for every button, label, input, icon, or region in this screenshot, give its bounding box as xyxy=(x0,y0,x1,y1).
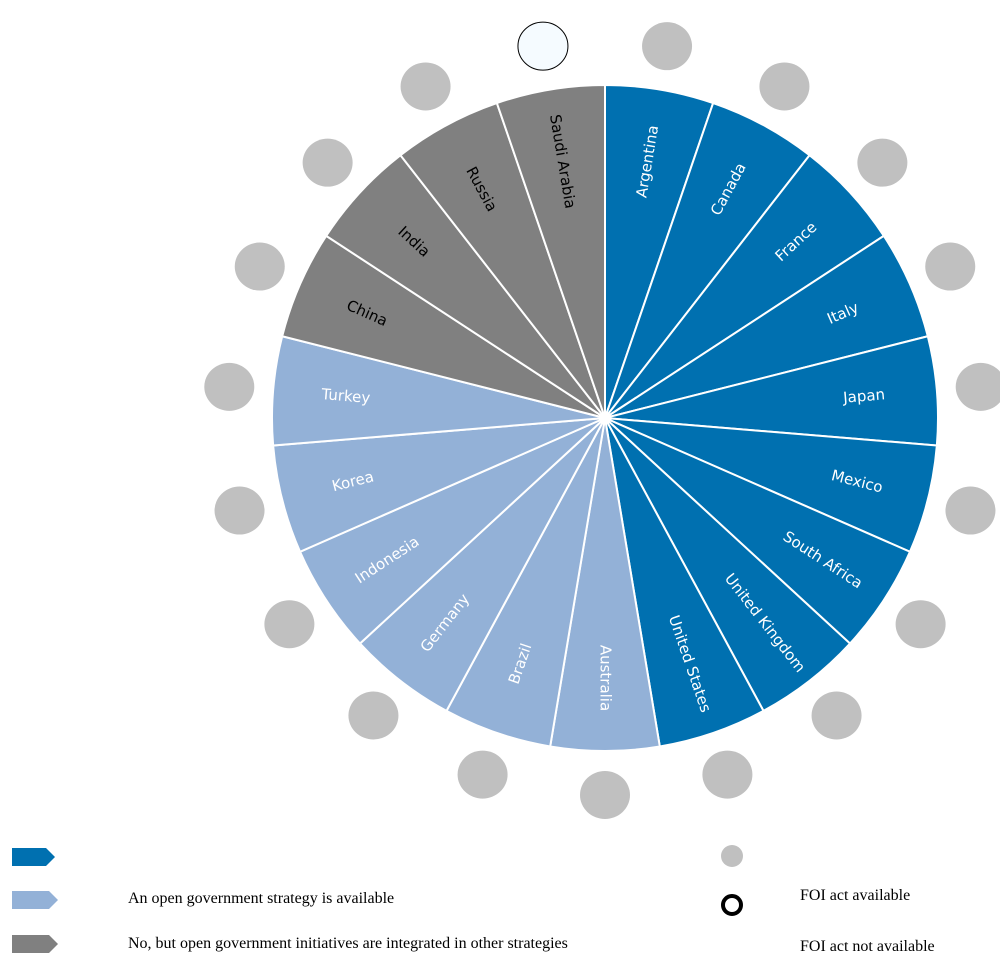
foi-marker-united-kingdom xyxy=(811,691,862,740)
legend-label-available: An open government strategy is available xyxy=(128,890,395,907)
foi-marker-mexico xyxy=(945,486,996,535)
foi-marker-korea xyxy=(214,486,265,535)
legend-swatch-integrated xyxy=(12,935,58,953)
foi-marker-france xyxy=(857,138,908,187)
pie-slices xyxy=(271,83,939,753)
foi-marker-south-africa xyxy=(895,600,946,649)
legend xyxy=(12,845,743,953)
foi-marker-australia xyxy=(580,771,630,819)
slice-label-australia: Australia xyxy=(597,645,615,711)
foi-marker-china xyxy=(234,242,285,291)
foi-marker-india xyxy=(302,138,353,187)
foi-marker-russia xyxy=(400,62,451,111)
foi-marker-germany xyxy=(348,691,399,740)
foi-marker-italy xyxy=(925,242,976,291)
foi-markers xyxy=(204,21,1000,819)
legend-label-integrated: No, but open government initiatives are … xyxy=(128,935,568,952)
legend-label-foi-not-available: FOI act not available xyxy=(800,938,935,955)
slice-label-turkey: Turkey xyxy=(320,385,371,407)
foi-not-available-marker xyxy=(721,894,743,916)
foi-marker-canada xyxy=(759,62,810,111)
slice-label-japan: Japan xyxy=(841,385,885,406)
foi-marker-indonesia xyxy=(264,600,315,649)
legend-label-foi-available: FOI act available xyxy=(800,887,911,904)
foi-available-marker xyxy=(721,845,743,867)
pie-slice-saudi-arabia xyxy=(495,83,606,419)
foi-marker-argentina xyxy=(642,22,693,71)
foi-marker-saudi-arabia xyxy=(517,21,569,71)
legend-swatch-strategy xyxy=(12,848,55,866)
foi-marker-turkey xyxy=(204,362,255,411)
foi-marker-japan xyxy=(955,362,1000,411)
foi-marker-united-states xyxy=(702,750,753,799)
foi-marker-brazil xyxy=(457,750,508,799)
legend-swatch-available xyxy=(12,891,58,909)
